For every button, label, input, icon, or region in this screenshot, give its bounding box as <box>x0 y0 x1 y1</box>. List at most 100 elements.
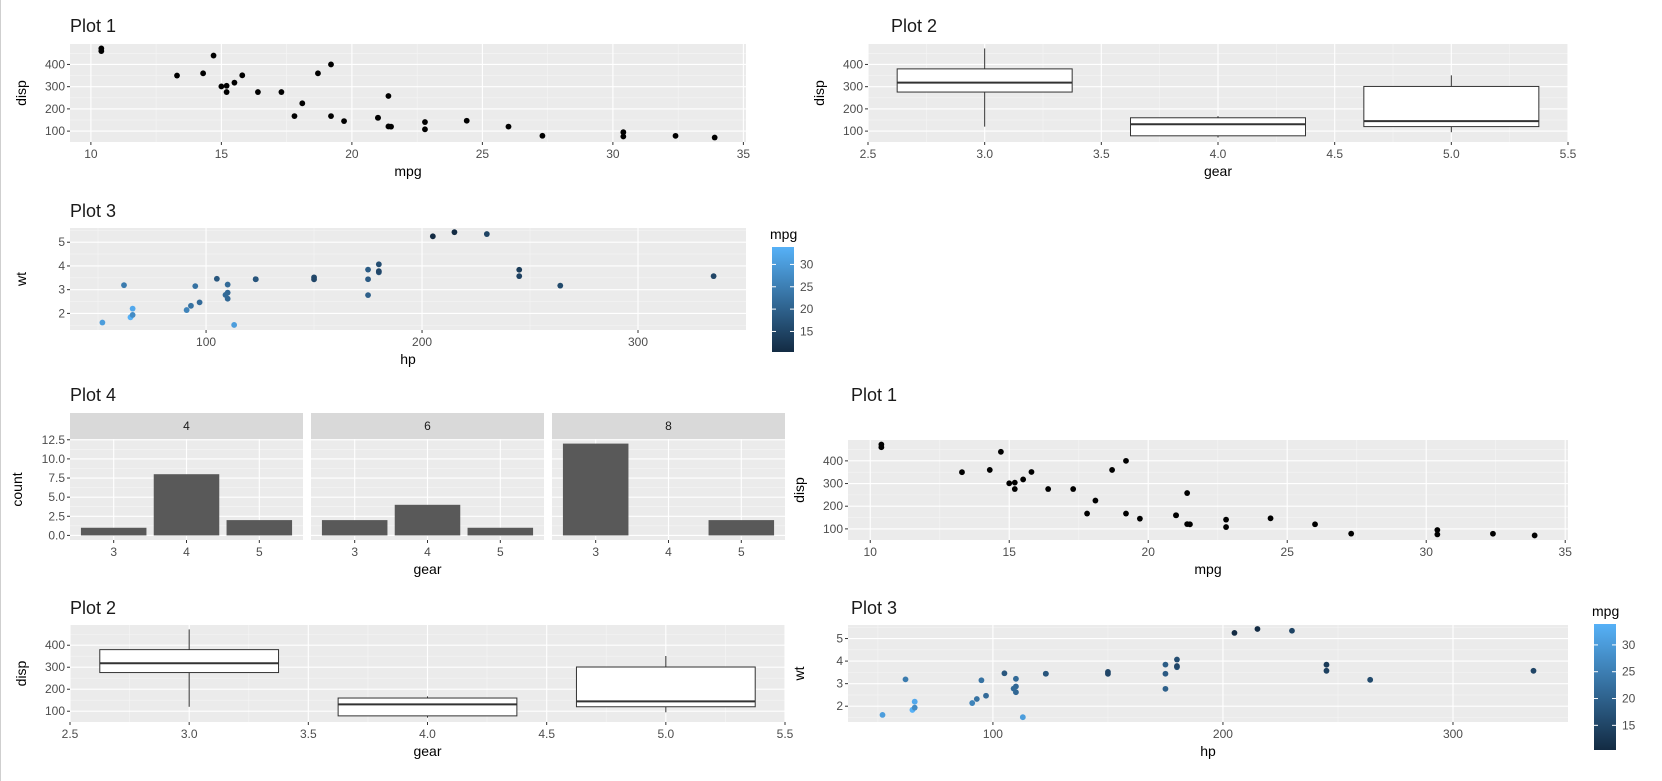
plot4-facet-bars <box>562 443 775 536</box>
mid_plot1-group: Plot 1 100 200 300 400 disp 10 15 20 25 30 35 mpg <box>791 385 1572 577</box>
mid_plot1-point <box>1184 490 1191 496</box>
bottom_plot2-x-axis-label: gear <box>413 743 441 759</box>
mid_plot1-title: Plot 1 <box>851 385 897 405</box>
plot4-title: Plot 4 <box>70 385 116 405</box>
bottom_plot2-boxes <box>99 629 756 718</box>
plot4-bar <box>153 474 220 536</box>
top_plot1-y-tick-label: 200 <box>45 102 65 116</box>
top_plot1-point <box>463 117 470 124</box>
plot4-x-axis-label: gear <box>413 561 441 577</box>
plot4-x-tick-label: 3 <box>592 545 599 559</box>
top_plot3-point <box>196 299 203 306</box>
plot4-y-tick-label: 5.0 <box>48 490 65 504</box>
mid_plot1-point <box>1020 476 1027 483</box>
top_plot1-points <box>98 45 718 141</box>
top_plot1-point <box>218 83 225 90</box>
top_plot2-y-axis-label: disp <box>811 80 827 106</box>
window-left-edge <box>0 0 1 781</box>
top_plot3-point <box>99 319 106 326</box>
top_plot2-box <box>1363 85 1540 128</box>
bottom_plot2-y-axis-label: disp <box>13 660 29 686</box>
top_plot2-x-tick-label: 4.0 <box>1210 147 1227 161</box>
mid_plot1-point <box>959 469 965 476</box>
mid_plot1-point <box>1028 469 1035 475</box>
top_plot1-point <box>239 72 246 79</box>
top_plot2-y-tick-label: 100 <box>843 124 863 138</box>
plot4-x-tick-label: 3 <box>351 545 358 559</box>
top_plot1-point <box>672 132 679 139</box>
bottom_plot3-x-tick-label: 100 <box>983 727 1003 741</box>
top_plot3-y-axis-label: wt <box>13 272 29 287</box>
top_plot1-x-tick-label: 20 <box>345 147 359 161</box>
top_plot3-point <box>311 276 317 283</box>
bottom_plot3-y-tick-label: 5 <box>836 632 843 646</box>
mid_plot1-point <box>997 448 1004 455</box>
top_plot2-box <box>896 68 1073 93</box>
bottom_plot2-x-tick-label: 5.0 <box>657 727 674 741</box>
top_plot1-point <box>711 134 718 141</box>
plot4-x-tick-label: 3 <box>110 545 117 559</box>
top_plot1-point <box>620 129 627 136</box>
bottom_plot3-point <box>911 704 918 711</box>
mid_plot1-x-tick-label: 10 <box>864 545 878 559</box>
top_plot2-x-tick-label: 3.0 <box>976 147 993 161</box>
plot4-x-tick-label: 5 <box>738 545 745 559</box>
bottom_plot2-title: Plot 2 <box>70 598 116 618</box>
mid_plot1-point <box>1223 516 1229 523</box>
mid_plot1-y-axis-label: disp <box>791 477 807 503</box>
top_plot1-point <box>422 119 428 125</box>
top_plot1-x-tick-label: 10 <box>84 147 98 161</box>
top_plot3-point <box>365 266 371 273</box>
mid_plot1-x-tick-label: 20 <box>1142 545 1156 559</box>
top_plot3-point <box>365 276 371 283</box>
bottom_plot3-point <box>1289 627 1295 634</box>
bottom_plot3-point <box>1162 661 1169 668</box>
top_plot2-x-tick-label: 3.5 <box>1093 147 1110 161</box>
top_plot3-point <box>557 282 564 289</box>
plot4-bar <box>80 527 147 536</box>
bottom_plot3-legend-label: 15 <box>1622 718 1636 732</box>
top_plot1-point <box>328 113 334 119</box>
top_plot3-title: Plot 3 <box>70 201 116 221</box>
top_plot3-legend-label: 25 <box>800 280 814 294</box>
bottom_plot2-x-tick-label: 3.0 <box>181 727 198 741</box>
bottom_plot3-point <box>902 676 909 683</box>
mid_plot1-point <box>1531 532 1538 539</box>
top_plot1-point <box>223 82 230 89</box>
plot4-x-tick-label: 4 <box>183 545 190 559</box>
mid_plot1-point <box>1136 515 1143 522</box>
top_plot2-x-tick-label: 2.5 <box>860 147 877 161</box>
bottom_plot3-legend-label: 25 <box>1622 665 1636 679</box>
bottom_plot3-x-tick-label: 200 <box>1213 727 1233 741</box>
top_plot3-point <box>451 229 458 236</box>
bottom_plot3-group: Plot 3 2 3 4 5 wt 100 200 300 hp mpg 15 20 25 30 <box>791 598 1636 759</box>
top_plot2-y-tick-label: 400 <box>843 57 863 71</box>
top_plot2-y-tick-label: 300 <box>843 80 863 94</box>
bottom_plot3-point <box>1530 667 1537 674</box>
top_plot1-point <box>98 48 105 55</box>
mid_plot1-x-tick-label: 15 <box>1003 545 1017 559</box>
bottom_plot3-x-axis-label: hp <box>1200 743 1216 759</box>
mid_plot1-point <box>1011 486 1018 492</box>
bottom_plot3-point <box>1174 656 1180 663</box>
top_plot3-x-tick-label: 300 <box>628 335 648 349</box>
top_plot3-y-tick-label: 3 <box>58 283 65 297</box>
bottom_plot3-point <box>1013 675 1019 682</box>
bottom_plot3-point <box>1254 626 1261 632</box>
bottom_plot3-point <box>1367 676 1374 683</box>
top_plot1-y-tick-label: 400 <box>45 57 65 71</box>
plot4-y-tick-label: 2.5 <box>48 509 65 523</box>
top_plot3-point <box>183 307 190 313</box>
bottom_plot3-point <box>1162 685 1169 692</box>
plot4-bar <box>562 443 629 536</box>
bottom_plot3-point <box>879 711 886 718</box>
top_plot1-x-axis-label: mpg <box>394 163 421 179</box>
top_plot1-point <box>278 89 285 95</box>
bottom_plot3-legend-title: mpg <box>1592 603 1619 619</box>
plot4-x-tick-label: 4 <box>424 545 431 559</box>
bottom_plot3-point <box>1323 661 1330 668</box>
top_plot3-y-tick-label: 5 <box>58 235 65 249</box>
top_plot1-panel-background <box>70 44 746 142</box>
bottom_plot3-title: Plot 3 <box>851 598 897 618</box>
mid_plot1-y-tick-label: 400 <box>823 454 843 468</box>
